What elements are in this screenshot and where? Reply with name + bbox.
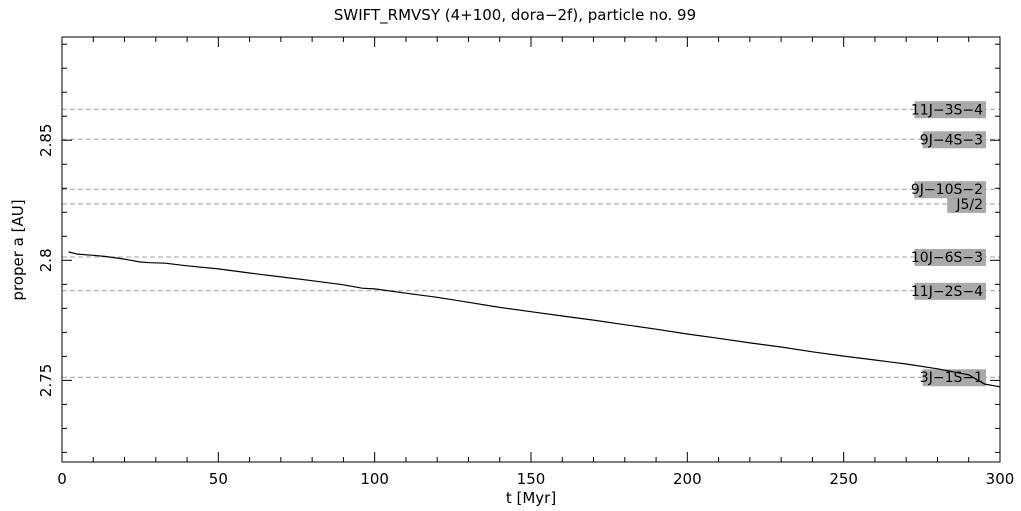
- x-tick-label: 100: [360, 470, 389, 488]
- axes: [61, 36, 1001, 463]
- x-tick-label: 200: [673, 470, 702, 488]
- resonance-label: J5/2: [955, 197, 983, 213]
- y-tick-label: 2.75: [37, 364, 55, 397]
- series-line-0: [68, 251, 1001, 388]
- chart-title: SWIFT_RMVSY (4+100, dora−2f), particle n…: [334, 6, 696, 25]
- y-axis: 2.75 2.8 2.85: [37, 43, 1000, 453]
- x-tick-label: 150: [517, 470, 546, 488]
- x-axis: 0 50 100 150 200 250 300: [57, 37, 1014, 488]
- resonance-label: 11J−2S−4: [911, 284, 983, 300]
- resonance-label-box: [947, 195, 986, 213]
- x-tick-label: 50: [209, 470, 228, 488]
- resonance-label-box: [914, 248, 986, 266]
- resonance-label-box: [922, 369, 986, 387]
- resonance-label-box: [914, 181, 986, 199]
- resonance-label: 11J−3S−4: [911, 102, 983, 118]
- x-tick-label: 250: [829, 470, 858, 488]
- resonance-label: 10J−6S−3: [911, 250, 983, 266]
- resonance-label: 9J−4S−3: [920, 132, 983, 148]
- resonance-label-box: [914, 282, 986, 300]
- series-layer: [68, 251, 1001, 388]
- x-axis-label: t [Myr]: [506, 489, 556, 507]
- resonance-label-box: [914, 101, 986, 119]
- resonance-layer: 11J−3S−4 9J−4S−3 9J−10S−2J5/2 10J−6S−3 11J−2…: [62, 101, 1000, 387]
- resonance-label: 9J−10S−2: [911, 182, 983, 198]
- x-tick-label: 300: [986, 470, 1015, 488]
- y-axis-label: proper a [AU]: [9, 199, 27, 300]
- y-tick-label: 2.8: [37, 248, 55, 272]
- x-tick-label: 0: [57, 470, 67, 488]
- resonance-label-box: [922, 131, 986, 149]
- plot-frame: [61, 36, 1001, 463]
- y-tick-label: 2.85: [37, 124, 55, 157]
